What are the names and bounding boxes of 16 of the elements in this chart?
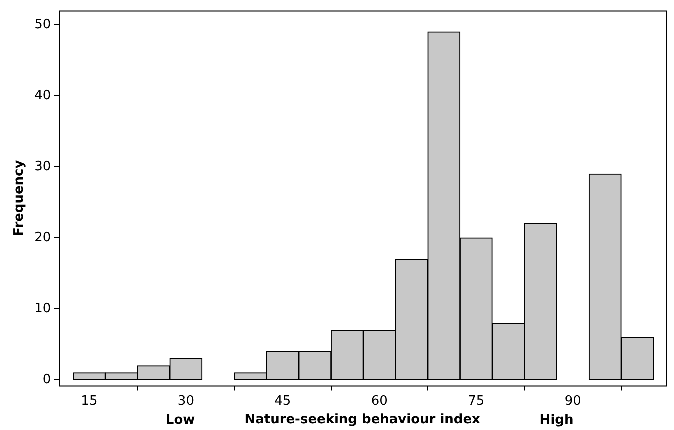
- y-tick-label: 30: [34, 159, 52, 174]
- text: Low: [166, 412, 196, 428]
- text: High: [540, 412, 574, 428]
- y-tick-label: 0: [42, 372, 52, 388]
- y-tick-label: 40: [34, 88, 52, 104]
- x-tick-label: 60: [371, 394, 388, 409]
- x-tick-label: 90: [564, 394, 582, 409]
- y-axis-title: Frequency: [12, 160, 28, 236]
- y-tick-label: 20: [34, 230, 52, 246]
- x-axis-title: Nature-seeking behaviour index: [244, 412, 482, 428]
- y-tick-label: 50: [34, 17, 52, 32]
- x-tick-label: 45: [274, 394, 292, 409]
- x-tick-label: 15: [81, 394, 98, 409]
- y-tick-label: 10: [34, 301, 52, 316]
- x-tick-label: 30: [178, 394, 194, 409]
- x-tick-label: 75: [468, 394, 485, 409]
